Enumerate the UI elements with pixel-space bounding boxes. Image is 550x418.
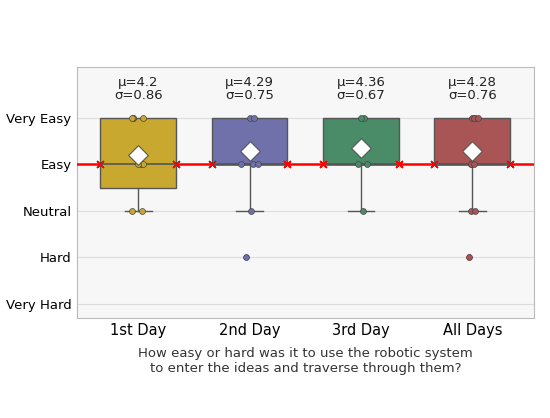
Point — [359, 115, 368, 121]
Point — [128, 115, 137, 121]
Point — [253, 161, 262, 168]
Point — [466, 207, 475, 214]
Point — [357, 115, 366, 121]
Point — [467, 161, 476, 168]
Text: μ=4.36: μ=4.36 — [337, 76, 386, 89]
Point — [468, 148, 477, 155]
Text: μ=4.28: μ=4.28 — [448, 76, 497, 89]
Point — [245, 148, 254, 154]
X-axis label: How easy or hard was it to use the robotic system
to enter the ideas and travers: How easy or hard was it to use the robot… — [138, 347, 472, 375]
Bar — [212, 118, 288, 164]
Point — [470, 161, 478, 168]
Point — [246, 207, 255, 214]
Point — [465, 254, 474, 261]
Point — [470, 207, 479, 214]
Bar — [323, 118, 399, 164]
Point — [241, 254, 250, 261]
Text: σ=0.75: σ=0.75 — [225, 89, 274, 102]
Point — [134, 161, 142, 168]
Text: σ=0.86: σ=0.86 — [114, 89, 163, 102]
Point — [128, 207, 136, 214]
Point — [245, 115, 254, 121]
Point — [474, 115, 482, 121]
Point — [250, 115, 259, 121]
Point — [468, 115, 477, 121]
Point — [138, 161, 147, 168]
Text: μ=4.29: μ=4.29 — [225, 76, 274, 89]
Point — [470, 115, 478, 121]
Point — [359, 207, 367, 214]
Point — [138, 207, 146, 214]
Point — [249, 161, 257, 168]
Point — [363, 161, 372, 168]
Point — [136, 161, 145, 168]
Point — [134, 152, 142, 158]
Text: μ=4.2: μ=4.2 — [118, 76, 158, 89]
Point — [467, 161, 476, 168]
Bar — [434, 118, 510, 164]
Point — [129, 115, 138, 121]
Text: σ=0.67: σ=0.67 — [337, 89, 386, 102]
Point — [129, 115, 138, 121]
Point — [356, 144, 365, 151]
Point — [139, 115, 147, 121]
Point — [236, 161, 245, 168]
Point — [353, 161, 362, 168]
Point — [471, 115, 480, 121]
Text: σ=0.76: σ=0.76 — [448, 89, 497, 102]
Bar — [101, 118, 176, 188]
